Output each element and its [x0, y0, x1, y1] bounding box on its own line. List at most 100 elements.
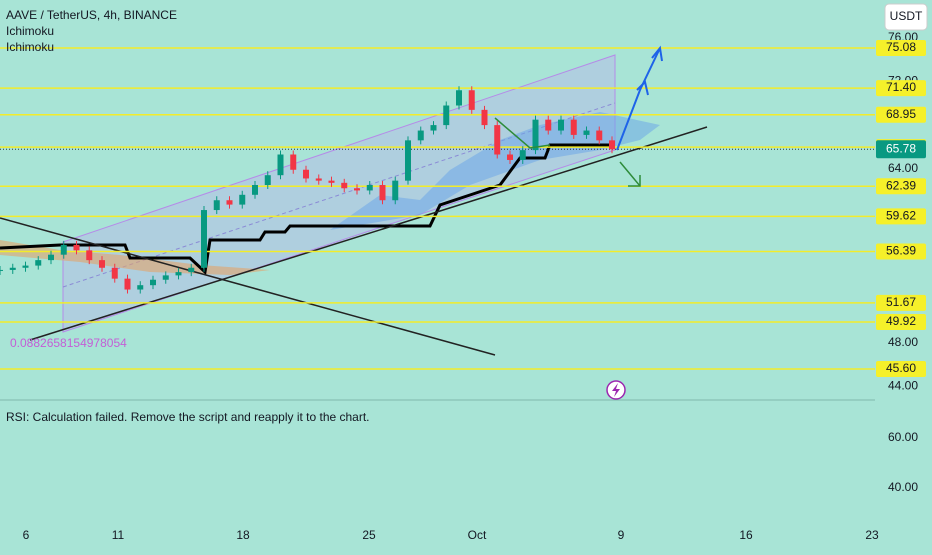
candle	[405, 140, 411, 181]
candle	[239, 194, 246, 205]
candles	[0, 86, 615, 294]
indicator: Ichimoku	[6, 40, 54, 54]
time-axis-label: 6	[23, 528, 30, 542]
level-label-box	[876, 40, 926, 56]
candle	[73, 244, 80, 251]
candle	[226, 200, 233, 205]
path-arrow	[494, 117, 551, 149]
level-label-box	[876, 313, 926, 330]
price-axis-label: 44.00	[888, 379, 918, 393]
candle	[277, 154, 284, 176]
current-price-box	[876, 140, 926, 159]
ichimoku-cloud	[330, 112, 660, 230]
symbol: AAVE / TetherUS, 4h, BINANCE	[6, 8, 177, 22]
bolt	[612, 383, 620, 397]
candle	[570, 119, 577, 135]
candle	[175, 272, 182, 276]
candle	[124, 278, 131, 290]
time-axis-label: 11	[112, 528, 125, 542]
candle	[354, 188, 360, 191]
candle	[150, 279, 156, 286]
candle	[290, 154, 297, 170]
level-label-box	[876, 243, 926, 260]
candle	[443, 105, 450, 126]
candle	[494, 125, 501, 155]
level-label: 45.60	[886, 361, 916, 375]
level-label-box	[876, 361, 926, 378]
candle	[264, 175, 271, 185]
candle	[303, 169, 309, 179]
arrow-head	[636, 80, 649, 96]
rsi-axis-label: 60.00	[888, 430, 918, 444]
price-axis-label: 48.00	[888, 335, 918, 349]
candle	[35, 260, 42, 266]
level-label: 71.40	[886, 80, 916, 94]
candle	[99, 260, 105, 268]
candle	[481, 109, 488, 126]
candle	[315, 178, 322, 181]
level-label-box	[876, 80, 926, 97]
candle	[507, 154, 513, 160]
level-label-box	[876, 106, 926, 123]
level-label: 75.08	[886, 40, 916, 54]
price-axis-label: 64.00	[888, 161, 918, 175]
down-arrow	[619, 161, 641, 187]
time-axis-label: 9	[618, 528, 625, 542]
candle	[519, 150, 526, 160]
forecast-arrow	[616, 47, 661, 151]
level-label: 56.39	[886, 244, 916, 258]
current-price: 65.78	[886, 141, 916, 155]
trend-line-up	[29, 126, 708, 341]
level-label: 68.95	[886, 107, 916, 121]
trend-line-down	[0, 217, 496, 356]
candle	[583, 130, 590, 135]
candle	[430, 125, 437, 131]
candle	[468, 90, 475, 110]
candle	[252, 184, 258, 195]
time-axis-label: Oct	[468, 528, 487, 542]
currency: USDT	[890, 9, 923, 23]
candle	[341, 182, 348, 189]
arrow-head	[628, 175, 641, 187]
candle	[86, 250, 93, 261]
candle	[558, 119, 564, 131]
candle	[596, 130, 603, 141]
candle	[545, 119, 552, 131]
candle	[9, 267, 16, 270]
rsi-message: RSI: Calculation failed. Remove the scri…	[6, 410, 370, 424]
candle	[379, 184, 386, 201]
currency-button[interactable]	[884, 3, 928, 31]
rsi-axis-label: 40.00	[888, 480, 918, 494]
candle	[392, 180, 399, 201]
candle	[609, 140, 615, 150]
level-label: 51.67	[886, 295, 916, 309]
candle	[201, 210, 207, 268]
candle	[417, 130, 424, 141]
time-axis-label: 18	[236, 528, 250, 542]
channel-note: 0.0882658154978054	[10, 336, 127, 350]
candle	[22, 265, 29, 268]
level-label-box	[876, 178, 926, 195]
candle	[213, 200, 220, 211]
time-axis-label: 23	[865, 528, 879, 542]
indicator: Ichimoku	[6, 24, 54, 38]
candle	[456, 90, 462, 106]
level-label: 62.39	[886, 178, 916, 192]
time-axis-label: 16	[739, 528, 753, 542]
candle	[111, 267, 118, 279]
arrow-head	[651, 45, 663, 62]
level-label: 59.62	[886, 209, 916, 223]
level-label-box	[876, 294, 926, 311]
candle	[532, 119, 539, 151]
level-label-box	[876, 208, 926, 225]
candle	[60, 244, 67, 255]
level-label: 49.92	[886, 314, 916, 328]
candle	[162, 275, 169, 280]
candle	[137, 285, 144, 290]
candle	[366, 184, 373, 191]
candle	[188, 267, 195, 273]
time-axis-label: 25	[362, 528, 376, 542]
candle	[328, 180, 335, 183]
